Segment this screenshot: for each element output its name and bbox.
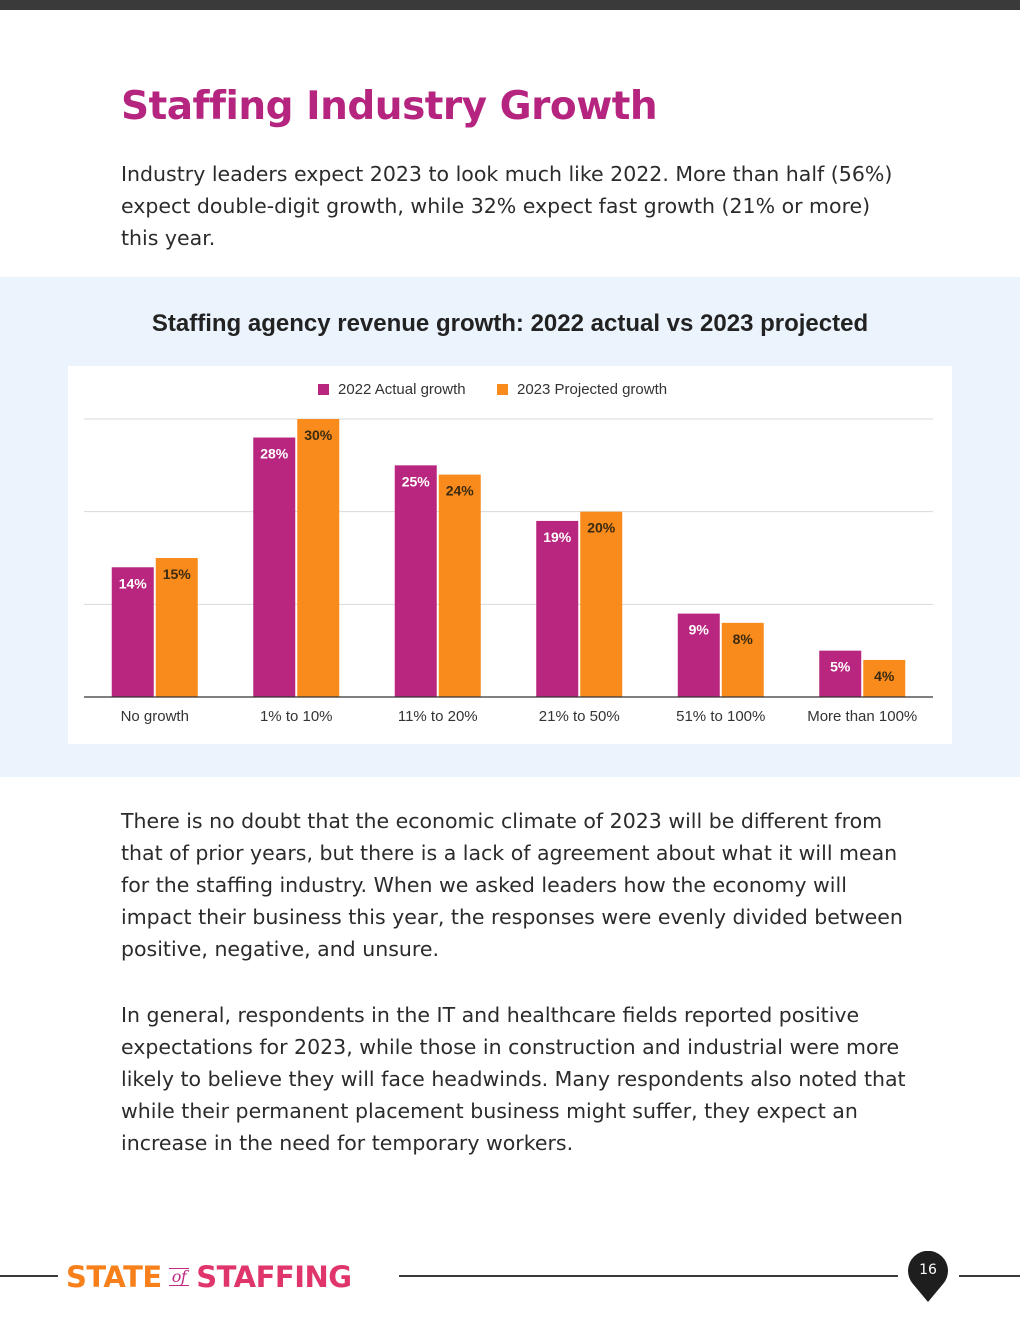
legend-label-1: 2023 Projected growth [517, 381, 667, 398]
bar-2023-0 [155, 558, 198, 697]
bar-2022-2 [394, 465, 437, 697]
data-label-2023-1: 30% [304, 427, 333, 443]
data-label-2023-5: 4% [874, 668, 895, 684]
x-tick-label-3: 21% to 50% [539, 708, 620, 725]
data-label-2022-2: 25% [402, 473, 431, 489]
x-tick-label-0: No growth [121, 708, 189, 725]
data-label-2023-0: 15% [163, 566, 192, 582]
legend-swatch-0 [318, 384, 329, 395]
body-paragraph-2: In general, respondents in the IT and he… [121, 1003, 906, 1155]
bar-2023-5 [863, 659, 906, 697]
top-bar [0, 0, 1020, 10]
data-label-2022-1: 28% [260, 446, 289, 462]
brand-word-state: STATE [66, 1260, 162, 1294]
page-title: Staffing Industry Growth [121, 84, 658, 129]
x-tick-label-4: 51% to 100% [676, 708, 765, 725]
footer-rule-middle [399, 1275, 898, 1277]
legend-swatch-1 [497, 384, 508, 395]
footer-rule-right [959, 1275, 1020, 1277]
bar-2023-2 [438, 474, 481, 697]
chart-card: 14% 15% No growth 28% 30% 1% to 10% 25% 24% 11% … [68, 366, 952, 744]
bar-2022-5 [819, 650, 862, 697]
chart-title: Staffing agency revenue growth: 2022 act… [151, 310, 869, 337]
x-tick-label-1: 1% to 10% [260, 708, 333, 725]
brand-word-of: of [168, 1268, 190, 1286]
bar-2022-3 [536, 520, 579, 697]
bar-2023-1 [297, 419, 340, 697]
bar-2022-4 [677, 613, 720, 697]
brand-logo: STATE of STAFFING [66, 1259, 352, 1295]
footer-rule-left [0, 1275, 58, 1277]
x-tick-label-5: More than 100% [807, 708, 917, 725]
data-label-2023-3: 20% [587, 520, 616, 536]
data-label-2023-2: 24% [446, 483, 475, 499]
bar-chart: 14% 15% No growth 28% 30% 1% to 10% 25% 24% 11% … [84, 381, 933, 725]
bar-2022-1 [253, 437, 296, 697]
data-label-2023-4: 8% [733, 631, 754, 647]
legend-label-0: 2022 Actual growth [338, 381, 466, 398]
page-number: 16 [919, 1262, 937, 1278]
intro-paragraph: Industry leaders expect 2023 to look muc… [121, 162, 893, 250]
x-tick-label-2: 11% to 20% [398, 708, 478, 725]
body-paragraph-1: There is no doubt that the economic clim… [121, 809, 903, 961]
bar-2022-0 [111, 567, 154, 697]
data-label-2022-5: 5% [830, 659, 851, 675]
data-label-2022-0: 14% [119, 575, 148, 591]
data-label-2022-4: 9% [689, 622, 710, 638]
bar-2023-3 [580, 511, 623, 697]
brand-word-staffing: STAFFING [196, 1260, 352, 1294]
bar-2023-4 [721, 622, 764, 697]
data-label-2022-3: 19% [543, 529, 572, 545]
page-marker-icon [908, 1251, 948, 1302]
